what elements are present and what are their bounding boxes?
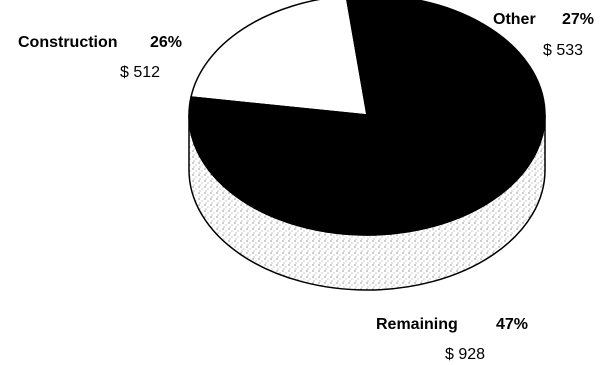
slice-percent-remaining: 47% <box>496 316 528 333</box>
slice-percent-construction: 26% <box>150 34 182 51</box>
slice-percent-other: 27% <box>562 11 594 28</box>
slice-label-construction: Construction 26% $ 512 <box>18 34 182 81</box>
pie-slice-construction <box>190 0 368 116</box>
slice-value-construction: $ 512 <box>120 64 160 81</box>
pie-slice-other <box>188 0 546 236</box>
slice-value-other: $ 533 <box>543 42 583 59</box>
slice-name-other: Other <box>493 11 536 28</box>
slice-name-remaining: Remaining <box>376 316 458 333</box>
slice-value-remaining: $ 928 <box>445 346 485 363</box>
slice-label-other: Other 27% $ 533 <box>493 11 594 59</box>
slice-label-remaining: Remaining 47% $ 928 <box>376 316 528 363</box>
slice-name-construction: Construction <box>18 34 118 51</box>
